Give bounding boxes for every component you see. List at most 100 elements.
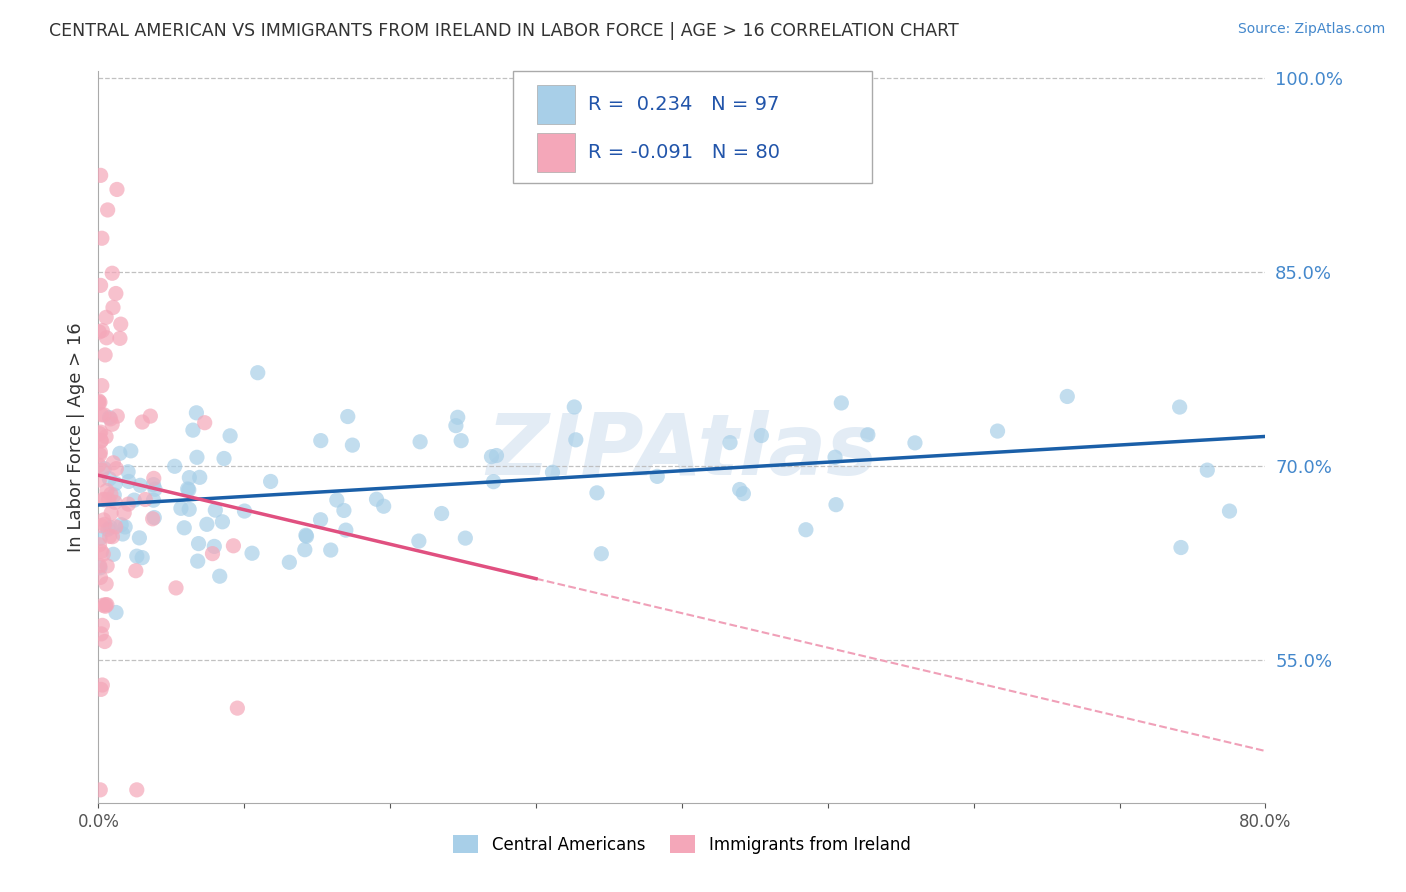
Point: [89, 561, 111, 575]
Point: [90, 408, 112, 422]
Point: [794, 523, 817, 537]
Point: [114, 520, 136, 534]
Point: [91, 463, 114, 477]
Point: [186, 450, 208, 465]
Point: [904, 435, 927, 450]
Point: [295, 529, 318, 543]
Point: [91, 678, 114, 692]
Point: [165, 581, 187, 595]
Point: [98, 410, 121, 425]
Point: [89, 325, 111, 339]
Point: [211, 515, 233, 529]
Point: [90, 434, 112, 448]
Point: [179, 502, 201, 516]
Point: [295, 528, 318, 542]
Point: [104, 476, 127, 491]
Legend: Central Americans, Immigrants from Ireland: Central Americans, Immigrants from Irela…: [447, 829, 917, 860]
Point: [120, 443, 142, 458]
Point: [143, 482, 166, 496]
Point: [90, 518, 112, 533]
Point: [1056, 389, 1078, 403]
Text: CENTRAL AMERICAN VS IMMIGRANTS FROM IRELAND IN LABOR FORCE | AGE > 16 CORRELATIO: CENTRAL AMERICAN VS IMMIGRANTS FROM IREL…: [49, 22, 959, 40]
Point: [409, 434, 432, 449]
Point: [103, 547, 125, 561]
Point: [90, 169, 112, 183]
Point: [485, 449, 508, 463]
Point: [105, 409, 128, 424]
Point: [118, 475, 141, 489]
Point: [87, 393, 110, 408]
Point: [94, 348, 117, 362]
Point: [481, 450, 503, 464]
Point: [122, 493, 145, 508]
Point: [373, 500, 395, 514]
Point: [177, 483, 200, 497]
Point: [117, 497, 139, 511]
Point: [125, 564, 148, 578]
Point: [117, 465, 139, 479]
Point: [131, 415, 153, 429]
Point: [87, 396, 110, 410]
Point: [408, 534, 430, 549]
Point: [90, 544, 112, 558]
Point: [195, 517, 218, 532]
Point: [89, 448, 111, 462]
Point: [112, 506, 135, 520]
Point: [98, 472, 121, 486]
Point: [93, 492, 115, 507]
Point: [105, 606, 128, 620]
Point: [986, 424, 1008, 438]
Point: [96, 558, 118, 573]
Point: [645, 469, 668, 483]
Point: [319, 543, 342, 558]
Point: [94, 598, 117, 612]
Point: [103, 456, 125, 470]
Point: [309, 513, 332, 527]
Point: [104, 286, 127, 301]
Point: [824, 450, 846, 465]
Point: [188, 470, 211, 484]
Point: [101, 530, 124, 544]
Point: [128, 531, 150, 545]
Point: [751, 428, 773, 442]
Point: [104, 520, 127, 534]
Point: [94, 430, 117, 444]
Point: [454, 531, 477, 545]
Point: [131, 550, 153, 565]
Point: [100, 506, 122, 520]
Point: [89, 570, 111, 584]
Point: [541, 465, 564, 479]
Point: [98, 520, 121, 534]
Point: [202, 540, 225, 554]
Point: [163, 459, 186, 474]
Point: [100, 487, 122, 501]
Point: [187, 554, 209, 568]
Point: [333, 503, 356, 517]
Point: [91, 492, 114, 507]
Point: [194, 416, 217, 430]
Point: [89, 558, 111, 573]
Point: [366, 492, 388, 507]
Point: [93, 517, 115, 532]
Point: [89, 473, 111, 487]
Point: [222, 539, 245, 553]
Point: [294, 542, 316, 557]
Point: [103, 488, 125, 502]
Point: [91, 324, 114, 338]
Point: [142, 471, 165, 485]
Point: [89, 445, 111, 459]
Point: [90, 231, 112, 245]
Point: [1170, 541, 1192, 555]
Point: [143, 510, 166, 524]
Point: [90, 627, 112, 641]
Point: [233, 504, 256, 518]
Point: [856, 427, 879, 442]
Point: [111, 527, 134, 541]
Text: Source: ZipAtlas.com: Source: ZipAtlas.com: [1237, 22, 1385, 37]
Point: [91, 618, 114, 632]
Point: [219, 429, 242, 443]
Point: [89, 782, 111, 797]
Point: [142, 477, 165, 491]
Point: [96, 598, 118, 612]
Point: [97, 492, 120, 507]
